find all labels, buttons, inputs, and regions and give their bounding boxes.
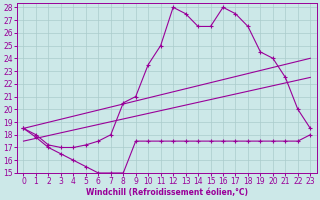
X-axis label: Windchill (Refroidissement éolien,°C): Windchill (Refroidissement éolien,°C) xyxy=(86,188,248,197)
